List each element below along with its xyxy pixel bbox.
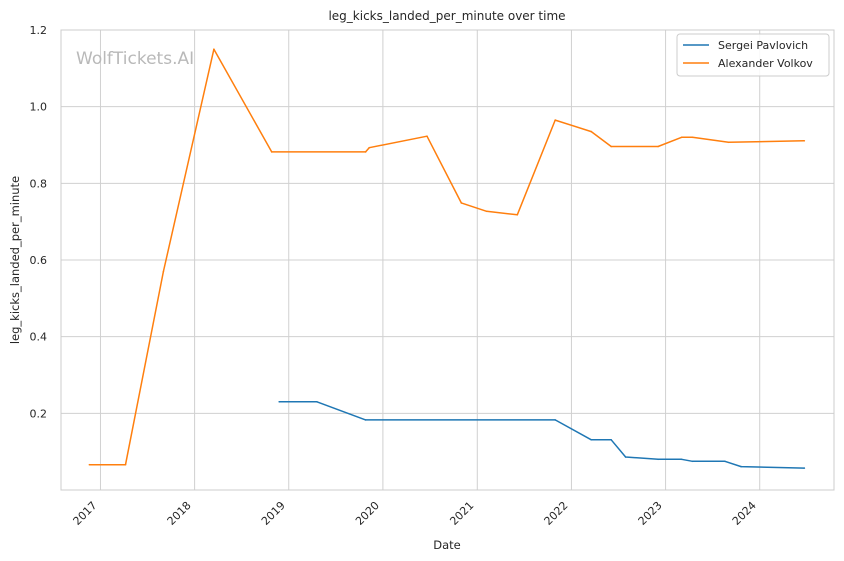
data-point-sergei-pavlovich xyxy=(740,465,742,468)
legend-box xyxy=(676,33,830,77)
data-point-alexander-volkov xyxy=(727,141,730,144)
y-tick-label: 1.0 xyxy=(30,101,48,114)
data-point-alexander-volkov xyxy=(162,270,165,273)
data-point-sergei-pavlovich xyxy=(610,439,612,441)
data-point-sergei-pavlovich xyxy=(554,419,556,421)
data-point-sergei-pavlovich xyxy=(364,419,367,421)
data-point-alexander-volkov xyxy=(485,210,488,213)
data-point-alexander-volkov xyxy=(680,136,683,139)
data-point-alexander-volkov xyxy=(516,214,519,216)
data-point-sergei-pavlovich xyxy=(680,458,683,461)
data-point-alexander-volkov xyxy=(657,145,659,148)
data-point-alexander-volkov xyxy=(460,202,463,204)
series-layer xyxy=(88,48,806,469)
y-tick-label: 0.2 xyxy=(30,407,48,420)
data-point-sergei-pavlovich xyxy=(590,439,593,441)
data-point-alexander-volkov xyxy=(270,151,273,153)
data-point-sergei-pavlovich xyxy=(803,467,806,469)
y-tick-label: 0.6 xyxy=(30,254,48,267)
y-tick-label: 0.4 xyxy=(30,331,48,344)
data-point-sergei-pavlovich xyxy=(278,401,281,403)
watermark-text: WolfTickets.AI xyxy=(76,49,194,69)
data-point-alexander-volkov xyxy=(364,151,367,153)
data-point-alexander-volkov xyxy=(426,135,428,137)
data-point-alexander-volkov xyxy=(124,463,127,466)
data-point-alexander-volkov xyxy=(590,130,593,133)
data-point-alexander-volkov xyxy=(554,119,556,121)
legend-label-alexander-volkov: Alexander Volkov xyxy=(718,57,813,70)
data-point-sergei-pavlovich xyxy=(724,460,726,463)
x-axis-title: Date xyxy=(433,538,461,552)
y-axis-title: leg_kicks_landed_per_minute xyxy=(8,176,22,344)
data-point-alexander-volkov xyxy=(88,463,91,466)
data-point-sergei-pavlovich xyxy=(624,456,627,458)
data-point-sergei-pavlovich xyxy=(657,458,659,461)
chart-title: leg_kicks_landed_per_minute over time xyxy=(328,9,565,23)
data-point-alexander-volkov xyxy=(213,48,215,50)
plot-frame xyxy=(60,29,835,491)
y-tick-label: 1.2 xyxy=(30,24,48,37)
data-point-sergei-pavlovich xyxy=(316,401,318,403)
data-point-sergei-pavlovich xyxy=(691,460,694,463)
y-tick-label: 0.8 xyxy=(30,177,48,190)
data-point-alexander-volkov xyxy=(368,146,371,149)
data-point-alexander-volkov xyxy=(803,140,806,142)
data-point-alexander-volkov xyxy=(610,145,612,148)
y-tick-labels: 0.2 0.4 0.6 0.8 1.0 1.2 xyxy=(30,24,48,420)
data-point-alexander-volkov xyxy=(691,136,694,139)
legend: Sergei Pavlovich Alexander Volkov xyxy=(676,33,830,77)
legend-label-sergei-pavlovich: Sergei Pavlovich xyxy=(718,39,808,52)
